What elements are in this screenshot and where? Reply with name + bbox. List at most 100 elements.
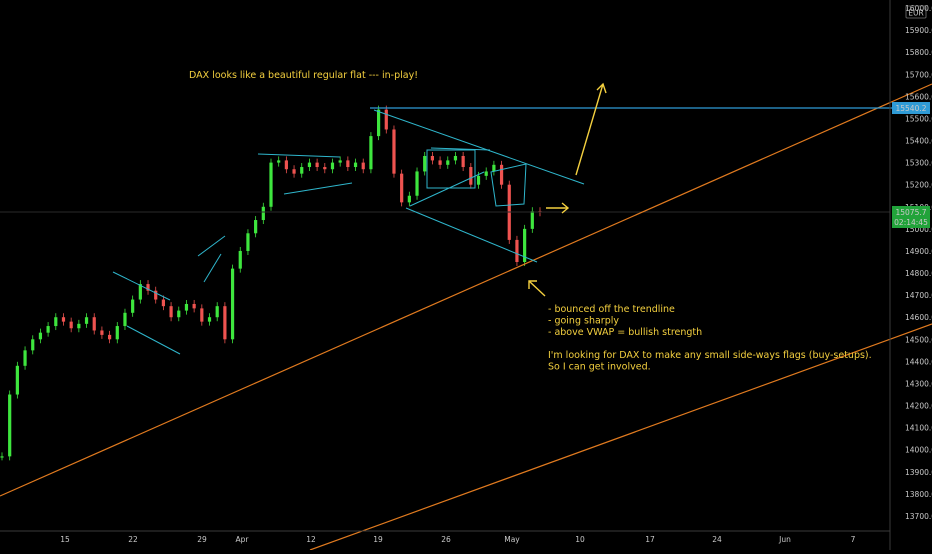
candle-body bbox=[353, 162, 358, 168]
candle-body bbox=[377, 109, 381, 137]
y-tick-label: 14600.0 bbox=[905, 313, 932, 322]
chart-title-annotation: DAX looks like a beautiful regular flat … bbox=[189, 70, 418, 81]
x-tick-label: 12 bbox=[306, 535, 316, 544]
candle-body bbox=[108, 334, 112, 340]
candle-body bbox=[115, 326, 119, 340]
candle-body bbox=[223, 306, 227, 340]
candle-body bbox=[69, 321, 73, 329]
candle-body bbox=[184, 303, 189, 311]
candle-body bbox=[8, 394, 12, 457]
candle-body bbox=[515, 239, 519, 262]
x-tick-label: 26 bbox=[441, 535, 451, 544]
candle-body bbox=[423, 155, 427, 172]
inner-flags bbox=[426, 147, 527, 207]
candle-body bbox=[77, 323, 81, 329]
lower-trendline bbox=[0, 83, 932, 497]
currency-label[interactable]: EUR bbox=[908, 9, 923, 18]
candle-body bbox=[207, 317, 212, 322]
candle-body bbox=[430, 155, 434, 161]
y-tick-label: 14800.0 bbox=[905, 269, 932, 278]
candle-body bbox=[323, 167, 327, 170]
y-tick-label: 15600.0 bbox=[905, 92, 932, 101]
candle-body bbox=[269, 162, 273, 207]
candle-body bbox=[38, 332, 43, 340]
y-tick-label: 15800.0 bbox=[905, 48, 932, 57]
candle-body bbox=[100, 330, 104, 335]
candle-body bbox=[484, 171, 488, 176]
candle-body bbox=[292, 169, 296, 174]
candle-body bbox=[346, 160, 350, 168]
candle-body bbox=[177, 310, 181, 318]
candle-body bbox=[61, 317, 66, 322]
candle-body bbox=[277, 160, 281, 163]
y-tick-label: 14100.0 bbox=[905, 424, 932, 433]
annotation-note-line: - above VWAP = bullish strength bbox=[548, 327, 702, 338]
x-tick-label: 22 bbox=[128, 535, 138, 544]
price-line-layer bbox=[0, 105, 542, 461]
big-flag-pattern bbox=[373, 109, 585, 263]
candle-body bbox=[230, 268, 235, 340]
candle-body bbox=[215, 306, 219, 318]
candle-body bbox=[138, 284, 142, 300]
candle-body bbox=[530, 211, 534, 229]
y-tick-label: 14300.0 bbox=[905, 379, 932, 388]
candle-body bbox=[23, 350, 27, 366]
y-axis: 13700.0 13800.0 13900.0 14000.0 14100.0 14200… bbox=[905, 4, 932, 521]
candle-body bbox=[392, 129, 396, 174]
x-tick-label: May bbox=[504, 535, 520, 544]
bounce-arrow bbox=[528, 280, 546, 297]
x-tick-label: Jun bbox=[778, 535, 791, 544]
breakout-arrow bbox=[575, 82, 607, 176]
candle-body bbox=[0, 456, 4, 458]
y-tick-label: 13900.0 bbox=[905, 468, 932, 477]
y-tick-label: 15700.0 bbox=[905, 70, 932, 79]
y-tick-label: 15900.0 bbox=[905, 26, 932, 35]
countdown-text: 02:14:45 bbox=[894, 218, 928, 227]
candle-body bbox=[161, 299, 165, 307]
candle-body bbox=[307, 162, 312, 168]
candle-body bbox=[131, 299, 135, 313]
candle-body bbox=[400, 173, 404, 203]
candle-body bbox=[146, 284, 150, 291]
y-tick-label: 14900.0 bbox=[905, 247, 932, 256]
x-tick-label: 7 bbox=[851, 535, 856, 544]
annotation-note-line: - bounced off the trendline bbox=[548, 304, 675, 315]
candle-body bbox=[330, 162, 335, 170]
y-tick-label: 14200.0 bbox=[905, 402, 932, 411]
y-tick-label: 14700.0 bbox=[905, 291, 932, 300]
candle-body bbox=[284, 160, 288, 170]
candle-body bbox=[92, 317, 96, 331]
last-price-text: 15075.7 bbox=[895, 208, 926, 217]
currency-box[interactable] bbox=[905, 5, 927, 19]
x-tick-label: 17 bbox=[645, 535, 655, 544]
y-tick-label: 13800.0 bbox=[905, 490, 932, 499]
current-arrow bbox=[546, 202, 570, 214]
candle-body bbox=[523, 228, 527, 262]
candle-body bbox=[54, 317, 58, 327]
candle-body bbox=[261, 206, 265, 221]
candle-body bbox=[492, 164, 496, 172]
candle-body bbox=[384, 109, 388, 130]
y-tick-label: 13700.0 bbox=[905, 512, 932, 521]
candle-body bbox=[46, 326, 50, 333]
x-tick-label: 29 bbox=[197, 535, 207, 544]
candle-body bbox=[438, 160, 442, 165]
flag-pattern-march bbox=[112, 271, 181, 355]
candle-body bbox=[154, 290, 158, 300]
y-tick-label: 15300.0 bbox=[905, 159, 932, 168]
candle-body bbox=[84, 317, 89, 324]
candle-body bbox=[453, 155, 458, 161]
y-tick-label: 15000.0 bbox=[905, 225, 932, 234]
resistance-price-badge bbox=[892, 102, 930, 114]
x-tick-label: Apr bbox=[236, 535, 250, 544]
y-tick-label: 15500.0 bbox=[905, 114, 932, 123]
x-axis: 15 22 29 Apr 12 19 26 May 10 17 24 Jun 7 bbox=[60, 535, 855, 544]
candle-body bbox=[369, 136, 373, 170]
candle-body bbox=[415, 171, 419, 196]
candle-body bbox=[238, 250, 242, 269]
candle-body bbox=[361, 162, 365, 170]
flag-pattern-april bbox=[197, 153, 353, 283]
y-tick-label: 16000.0 bbox=[905, 4, 932, 13]
